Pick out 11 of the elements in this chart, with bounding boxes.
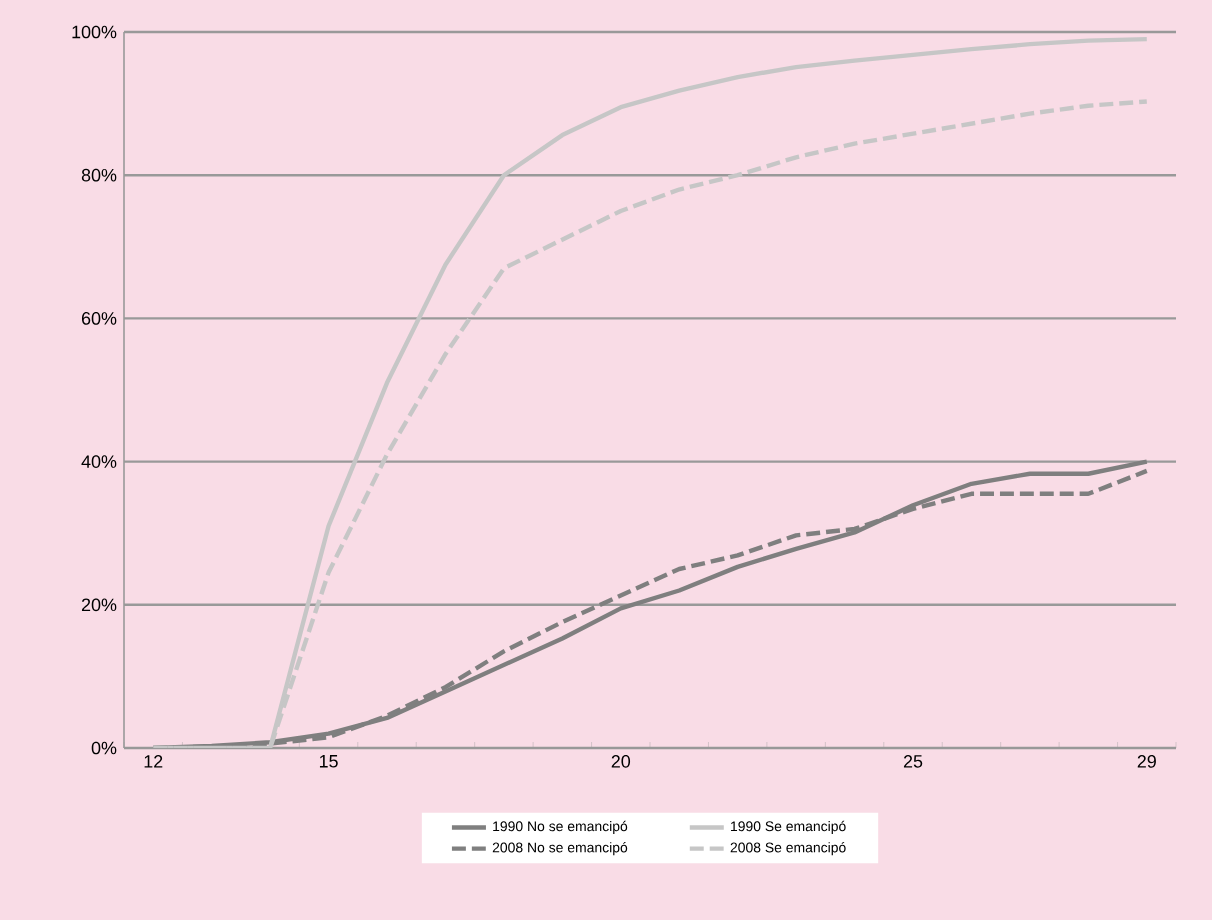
x-tick-label: 15 [319,755,338,768]
x-tick-label: 29 [1137,755,1156,768]
y-tick-label: 100% [72,25,117,39]
y-tick-label: 60% [81,312,117,325]
y-tick-label: 40% [81,455,117,468]
y-tick-label: 0% [91,741,117,755]
x-tick-label: 20 [611,755,631,768]
y-tick-label: 20% [81,598,117,612]
x-tick-label: 25 [903,755,923,768]
y-tick-label: 80% [81,168,117,182]
x-tick-label: 12 [144,755,163,768]
